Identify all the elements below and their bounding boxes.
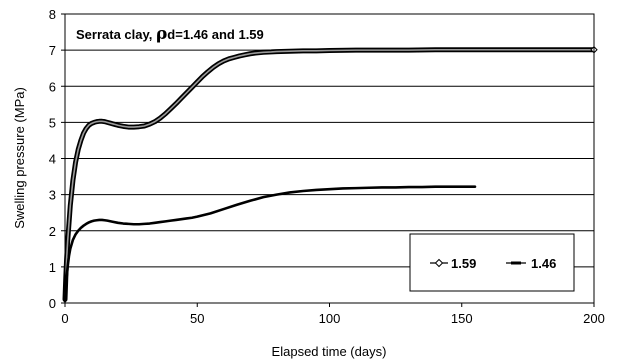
y-tick-label-7: 7	[49, 43, 56, 58]
x-tick-label-150: 150	[451, 311, 473, 326]
y-tick-label-6: 6	[49, 79, 56, 94]
legend-label-1-59: 1.59	[451, 256, 476, 271]
y-tick-label-1: 1	[49, 260, 56, 275]
x-tick-label-100: 100	[319, 311, 341, 326]
y-tick-label-2: 2	[49, 224, 56, 239]
tick-labels: 0 1 2 3 4 5 6 7 8 0 50 100 150 200	[49, 7, 605, 326]
y-axis-title: Swelling pressure (MPa)	[12, 87, 27, 229]
chart-annotation: Serrata clay, ρd=1.46 and 1.59	[76, 24, 264, 44]
legend: 1.59 1.46	[409, 233, 575, 292]
y-tick-label-3: 3	[49, 188, 56, 203]
x-tick-label-0: 0	[61, 311, 68, 326]
legend-item-1-46: 1.46	[506, 256, 556, 271]
x-tick-label-50: 50	[190, 311, 204, 326]
y-tick-label-0: 0	[49, 296, 56, 311]
annotation-rho-symbol: ρ	[156, 24, 167, 44]
legend-label-1-46: 1.46	[531, 256, 556, 271]
x-axis-title: Elapsed time (days)	[272, 344, 387, 359]
y-tick-label-4: 4	[49, 152, 56, 167]
tick-layer	[61, 13, 595, 307]
series-line-1-46	[63, 185, 477, 303]
series-line-inner-1-59	[64, 48, 595, 301]
annotation-prefix: Serrata clay,	[76, 27, 156, 42]
legend-diamond-marker	[434, 258, 444, 268]
x-tick-label-200: 200	[583, 311, 605, 326]
annotation-suffix: d=1.46 and 1.59	[167, 27, 263, 42]
legend-item-1-59: 1.59	[430, 256, 476, 271]
y-tick-label-5: 5	[49, 115, 56, 130]
y-tick-label-8: 8	[49, 7, 56, 22]
series-layer	[62, 46, 598, 303]
